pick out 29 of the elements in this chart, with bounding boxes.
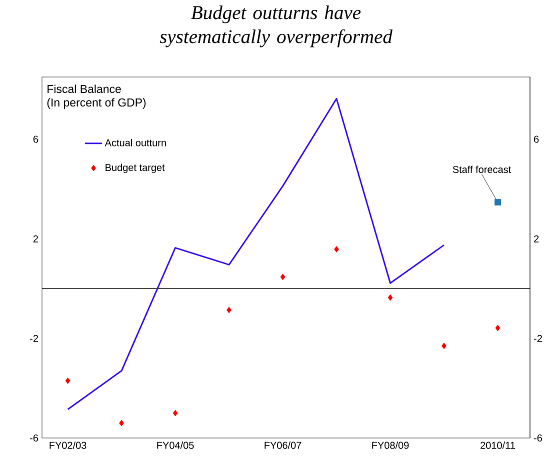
point: [494, 199, 501, 206]
point: [495, 324, 500, 332]
point: [119, 420, 124, 426]
point: [226, 306, 232, 314]
x-tick-label: FY02/03: [50, 442, 86, 449]
annotation: (In percent of GDP): [47, 98, 146, 109]
y2-tick-label: 2: [534, 235, 539, 242]
point: [65, 378, 70, 384]
y-tick-label: -2: [30, 334, 38, 342]
y-tick-label: -6: [30, 434, 38, 442]
annotation: Staff forecast: [452, 166, 512, 174]
legend-label: Budget target: [106, 164, 165, 174]
point: [442, 342, 446, 350]
point: [388, 294, 393, 301]
point: [334, 246, 339, 252]
chart-title: Budget outturns have systematically overperformed: [160, 6, 392, 48]
y2-tick-label: 6: [534, 136, 539, 143]
point: [172, 410, 178, 416]
y2-tick-label: -6: [534, 434, 542, 442]
point: [280, 274, 286, 280]
annotation: Fiscal Balance: [48, 84, 121, 94]
x-tick-label: FY06/07: [264, 442, 302, 449]
x-tick-label: FY04/05: [157, 442, 194, 449]
y-tick-label: 6: [33, 136, 38, 143]
y2-tick-label: -2: [534, 334, 542, 342]
x-tick-label: FY08/09: [372, 442, 409, 449]
x-tick-label: 2010/11: [480, 442, 515, 449]
legend-label: Actual outturn: [104, 138, 166, 146]
y-tick-label: 2: [33, 235, 38, 242]
